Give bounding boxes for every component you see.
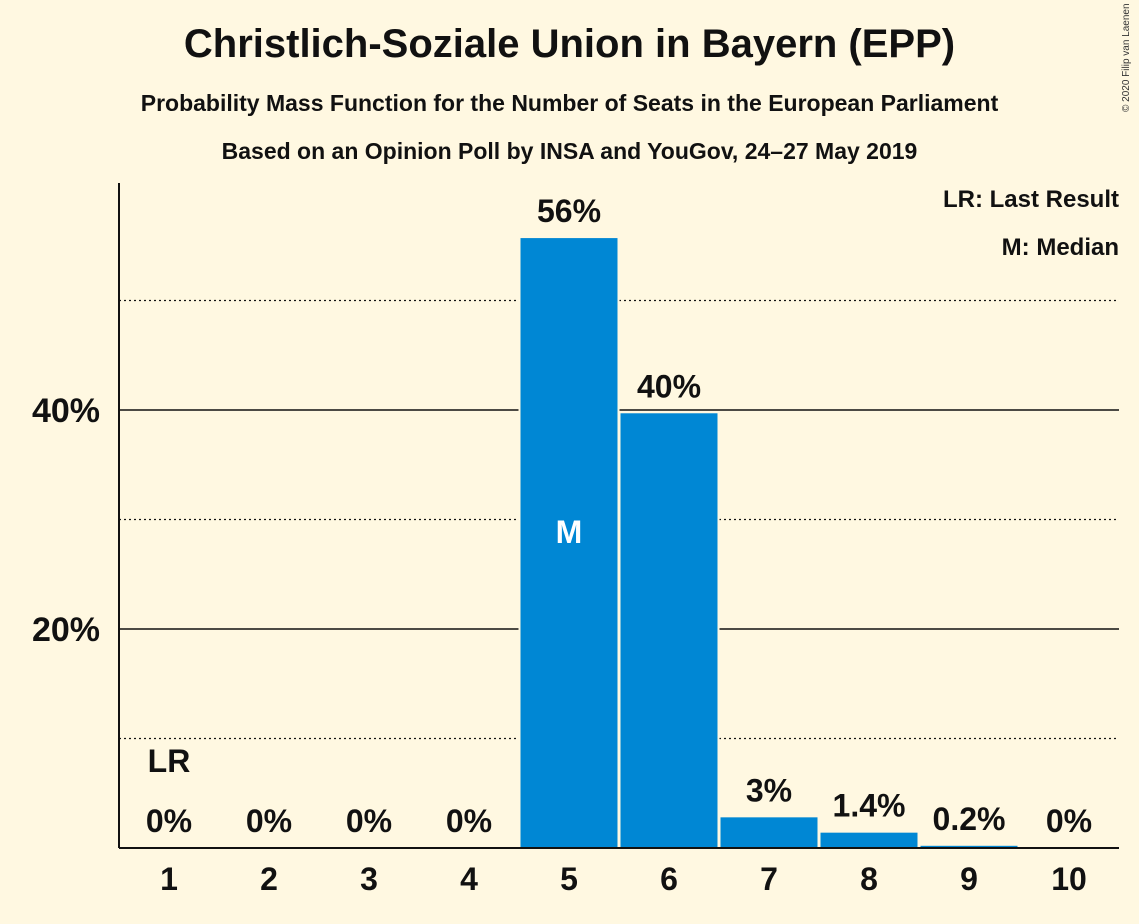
data-label: 0%: [246, 803, 292, 839]
data-label: 3%: [746, 772, 792, 808]
x-tick-label: 7: [760, 861, 778, 897]
bar: [720, 817, 818, 848]
chart-title: Christlich-Soziale Union in Bayern (EPP): [183, 22, 956, 66]
bar: [820, 832, 918, 848]
data-label: 0%: [446, 803, 492, 839]
legend-median: M: Median: [1001, 234, 1119, 261]
x-tick-label: 1: [160, 861, 178, 897]
chart-subtitle: Probability Mass Function for the Number…: [140, 90, 999, 116]
x-tick-label: 5: [560, 861, 578, 897]
data-label: 1.4%: [833, 788, 906, 824]
bar: [520, 238, 618, 848]
x-tick-label: 9: [960, 861, 978, 897]
x-tick-label: 8: [860, 861, 878, 897]
last-result-marker: LR: [148, 743, 191, 779]
x-tick-label: 2: [260, 861, 278, 897]
data-label: 56%: [537, 193, 601, 229]
legend-last-result: LR: Last Result: [942, 186, 1119, 213]
bars: [518, 236, 1020, 848]
y-tick-label: 20%: [32, 611, 100, 649]
y-tick-label: 40%: [32, 392, 100, 430]
bar: [620, 413, 718, 848]
x-tick-label: 6: [660, 861, 678, 897]
x-tick-label: 4: [460, 861, 478, 897]
data-label: 0%: [1046, 803, 1092, 839]
bar: [920, 845, 1018, 848]
median-marker: M: [556, 514, 583, 550]
data-label: 40%: [637, 368, 701, 404]
axes: 20% 40% 1 2 3 4 5 6 7 8 9 10: [32, 183, 1119, 897]
chart-source: Based on an Opinion Poll by INSA and You…: [221, 138, 918, 164]
data-label: 0%: [346, 803, 392, 839]
data-labels: 0% LR 0% 0% 0% 56% M 40% 3% 1.4% 0.2% 0%: [146, 193, 1092, 839]
data-label: 0%: [146, 803, 192, 839]
data-label: 0.2%: [933, 801, 1006, 837]
x-tick-label: 3: [360, 861, 378, 897]
x-tick-label: 10: [1051, 861, 1087, 897]
